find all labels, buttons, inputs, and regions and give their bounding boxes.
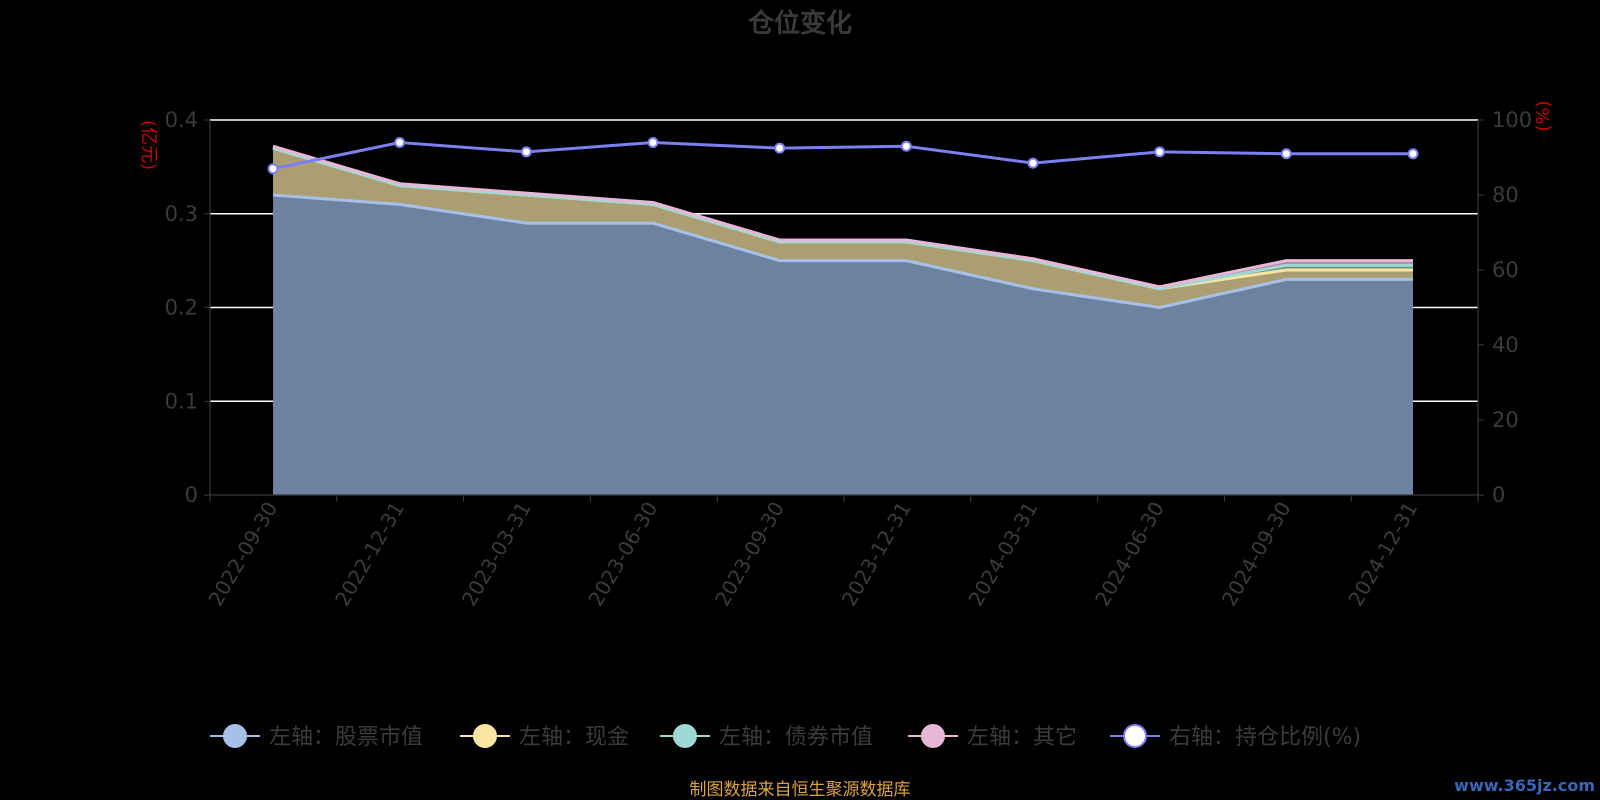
site-watermark: www.365jz.com: [1454, 776, 1595, 795]
left-axis-tick-label: 0: [185, 483, 198, 507]
position-ratio-point: [900, 140, 912, 152]
x-axis-tick-label: 2022-12-31: [330, 497, 409, 610]
stock-area: [273, 195, 1413, 495]
legend-marker-icon: [1123, 724, 1147, 748]
legend-marker-icon: [673, 724, 697, 748]
other-line: [272, 144, 1413, 289]
x-axis-tick-label: 2023-12-31: [837, 497, 916, 610]
position-ratio-point: [1280, 148, 1292, 160]
position-ratio-point: [647, 137, 659, 148]
right-axis-tick-label: 0: [1492, 483, 1505, 507]
x-axis-tick-label: 2024-12-31: [1343, 498, 1422, 611]
left-axis-tick-label: 0.3: [165, 202, 198, 226]
left-axis-tick-label: 0.4: [165, 108, 198, 132]
position-ratio-point: [1407, 148, 1419, 160]
position-ratio-point: [1154, 146, 1166, 158]
legend-item-label: 左轴：债券市值: [719, 725, 873, 750]
legend-item-label: 左轴：现金: [519, 725, 629, 750]
left-axis-tick-label: 0.1: [165, 389, 198, 413]
x-axis-tick-label: 2023-09-30: [710, 498, 789, 611]
position-ratio-line: [272, 140, 1413, 171]
left-axis-tick-label: 0.2: [165, 296, 198, 320]
data-source-note: 制图数据来自恒生聚源数据库: [690, 780, 911, 800]
legend-item-label: 右轴：持仓比例(%): [1169, 725, 1361, 750]
right-axis-tick-label: 20: [1492, 408, 1519, 432]
right-axis-tick-label: 100: [1492, 108, 1532, 132]
right-axis-tick-label: 40: [1492, 333, 1519, 357]
position-ratio-point: [394, 137, 406, 148]
legend-item-label: 左轴：股票市值: [269, 725, 423, 750]
x-axis-tick-label: 2024-06-30: [1090, 498, 1169, 611]
x-axis-tick-label: 2023-03-31: [457, 498, 536, 611]
legend-marker-icon: [921, 724, 945, 748]
bond-line: [272, 146, 1413, 291]
x-axis-tick-label: 2023-06-30: [583, 498, 662, 611]
legend-marker-icon: [223, 724, 247, 748]
left-axis-unit: (亿元): [138, 120, 159, 170]
x-axis-tick-label: 2024-09-30: [1217, 498, 1296, 611]
position-ratio-point: [1027, 157, 1039, 169]
right-axis-unit: (%): [1533, 100, 1554, 131]
plot-area: 0 0.1 0.2 0.3 0.4 0 20 40 60 80 100 2022-09-30 2022-…: [165, 108, 1533, 610]
x-axis-tick-label: 2022-09-30: [203, 498, 282, 611]
position-ratio-point: [267, 163, 279, 175]
x-axis-tick-label: 2024-03-31: [963, 498, 1042, 611]
stock-line: [272, 193, 1413, 310]
legend-marker-icon: [473, 724, 497, 748]
right-axis-tick-label: 60: [1492, 258, 1519, 282]
position-ratio-point: [774, 142, 786, 154]
chart-title: 仓位变化: [747, 8, 852, 39]
position-ratio-point: [520, 146, 532, 158]
legend-item-label: 左轴：其它: [967, 725, 1077, 750]
right-axis-tick-label: 80: [1492, 183, 1519, 207]
chart-legend: 左轴：股票市值 左轴：现金 左轴：债券市值 左轴：其它 右轴：持仓比例(%): [210, 724, 1361, 750]
